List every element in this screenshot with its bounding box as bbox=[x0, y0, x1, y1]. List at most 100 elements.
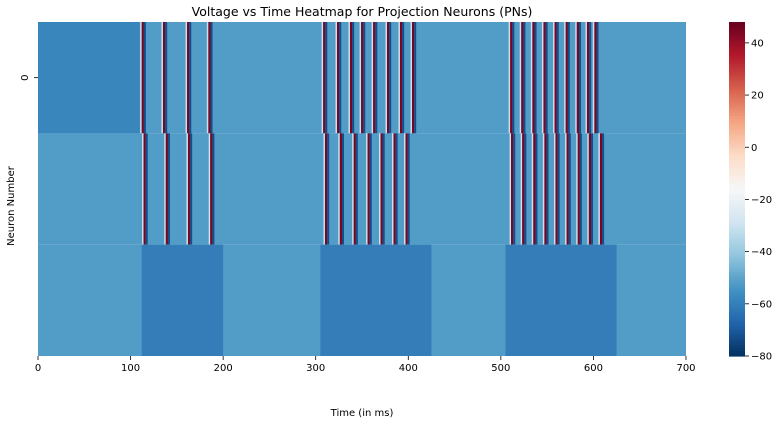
colorbar-segment bbox=[729, 215, 745, 219]
heatmap-spike-rise bbox=[385, 22, 388, 134]
colorbar-segment bbox=[729, 249, 745, 253]
colorbar-segment bbox=[729, 295, 745, 300]
colorbar-segment bbox=[729, 142, 745, 146]
colorbar-segment bbox=[729, 175, 745, 180]
heatmap-subthreshold-segment bbox=[320, 244, 432, 356]
x-tick-label: 500 bbox=[491, 363, 510, 374]
heatmap-spike-ahp bbox=[369, 133, 372, 245]
colorbar-segment bbox=[729, 319, 745, 323]
heatmap-spike-rise bbox=[371, 22, 374, 134]
colorbar-segment bbox=[729, 84, 745, 88]
heatmap-spike-ahp bbox=[165, 22, 168, 134]
heatmap-spike bbox=[533, 133, 536, 245]
heatmap-spike bbox=[367, 133, 370, 245]
heatmap-spike bbox=[361, 22, 364, 134]
heatmap-spike-rise bbox=[379, 133, 381, 245]
colorbar-segment bbox=[729, 189, 745, 193]
colorbar-segment bbox=[729, 191, 745, 195]
colorbar-segment bbox=[729, 290, 745, 294]
heatmap-spike-rise bbox=[531, 133, 534, 245]
colorbar-segment bbox=[729, 235, 745, 240]
heatmap-spike-ahp bbox=[512, 22, 515, 134]
heatmap-spike-rise bbox=[598, 133, 601, 245]
heatmap-row-2 bbox=[38, 244, 686, 356]
heatmap-spike bbox=[555, 133, 558, 245]
heatmap-spike-rise bbox=[519, 22, 522, 134]
colorbar-segment bbox=[729, 288, 745, 292]
heatmap-spike bbox=[386, 22, 390, 134]
heatmap-spike bbox=[162, 22, 166, 134]
colorbar-segment bbox=[729, 71, 745, 75]
heatmap-spike bbox=[588, 133, 591, 245]
heatmap-spike-rise bbox=[206, 22, 209, 134]
colorbar-segment bbox=[729, 311, 745, 315]
heatmap-spike bbox=[337, 22, 340, 134]
heatmap-spike-ahp bbox=[352, 22, 355, 134]
colorbar-segment bbox=[729, 262, 745, 266]
heatmap-baseline-segment bbox=[38, 22, 140, 134]
colorbar-segment bbox=[729, 246, 745, 250]
colorbar-segment bbox=[729, 165, 745, 169]
colorbar-segment bbox=[729, 115, 745, 120]
colorbar-segment bbox=[729, 181, 745, 185]
colorbar-segment bbox=[729, 63, 745, 67]
heatmap-spike bbox=[543, 22, 546, 134]
heatmap-spike bbox=[324, 133, 328, 245]
colorbar-segment bbox=[729, 264, 745, 268]
colorbar-segment bbox=[729, 212, 745, 216]
colorbar-tick-label: 40 bbox=[751, 38, 764, 49]
colorbar-segment bbox=[729, 353, 745, 357]
x-axis-label: Time (in ms) bbox=[330, 408, 394, 419]
colorbar-segment bbox=[729, 55, 745, 60]
colorbar-segment bbox=[729, 282, 745, 287]
heatmap-spike-ahp bbox=[389, 22, 392, 134]
heatmap-spike-rise bbox=[348, 22, 351, 134]
heatmap-spike bbox=[373, 22, 376, 134]
colorbar-segment bbox=[729, 186, 745, 190]
colorbar-segment bbox=[729, 173, 745, 177]
heatmap-spike-rise bbox=[542, 133, 545, 245]
heatmap-spike-ahp bbox=[402, 22, 405, 134]
colorbar: 40 20 0 −20 −40 −60 −80 bbox=[729, 22, 772, 363]
heatmap-spike-rise bbox=[575, 22, 577, 134]
colorbar-segment bbox=[729, 108, 745, 112]
colorbar-segment bbox=[729, 275, 745, 279]
heatmap-spike-ahp bbox=[513, 133, 516, 245]
colorbar-segment bbox=[729, 74, 745, 78]
heatmap-spike-ahp bbox=[535, 133, 538, 245]
heatmap-spike-rise bbox=[161, 22, 164, 134]
heatmap-spike-ahp bbox=[589, 22, 592, 134]
x-tick-label: 0 bbox=[35, 363, 41, 374]
colorbar-segment bbox=[729, 66, 745, 70]
colorbar-segment bbox=[729, 342, 745, 347]
colorbar-segment bbox=[729, 68, 745, 73]
heatmap-spike bbox=[339, 133, 342, 245]
colorbar-segment bbox=[729, 100, 745, 104]
colorbar-tick-label: −80 bbox=[751, 352, 772, 363]
colorbar-segment bbox=[729, 259, 745, 263]
colorbar-segment bbox=[729, 147, 745, 151]
y-axis-label: Neuron Number bbox=[6, 165, 17, 246]
colorbar-segment bbox=[729, 139, 745, 143]
colorbar-segment bbox=[729, 102, 745, 107]
colorbar-segment bbox=[729, 87, 745, 91]
colorbar-segment bbox=[729, 298, 745, 302]
colorbar-segment bbox=[729, 327, 745, 331]
heatmap-spike-ahp bbox=[145, 133, 148, 245]
colorbar-segment bbox=[729, 183, 745, 187]
heatmap-spike-rise bbox=[366, 133, 368, 245]
colorbar-segment bbox=[729, 225, 745, 229]
heatmap-spike bbox=[187, 133, 191, 245]
heatmap-spike bbox=[554, 22, 557, 134]
colorbar-segment bbox=[729, 272, 745, 276]
colorbar-tick-label: −20 bbox=[751, 195, 772, 206]
x-tick-label: 600 bbox=[584, 363, 603, 374]
colorbar-segment bbox=[729, 178, 745, 182]
heatmap-spike-rise bbox=[410, 22, 413, 134]
heatmap-spike-rise bbox=[140, 22, 142, 134]
colorbar-segment bbox=[729, 24, 745, 28]
colorbar-segment bbox=[729, 45, 745, 49]
heatmap-spike-ahp bbox=[546, 133, 549, 245]
heatmap-spike-rise bbox=[323, 133, 326, 245]
heatmap-spike-rise bbox=[553, 22, 555, 134]
